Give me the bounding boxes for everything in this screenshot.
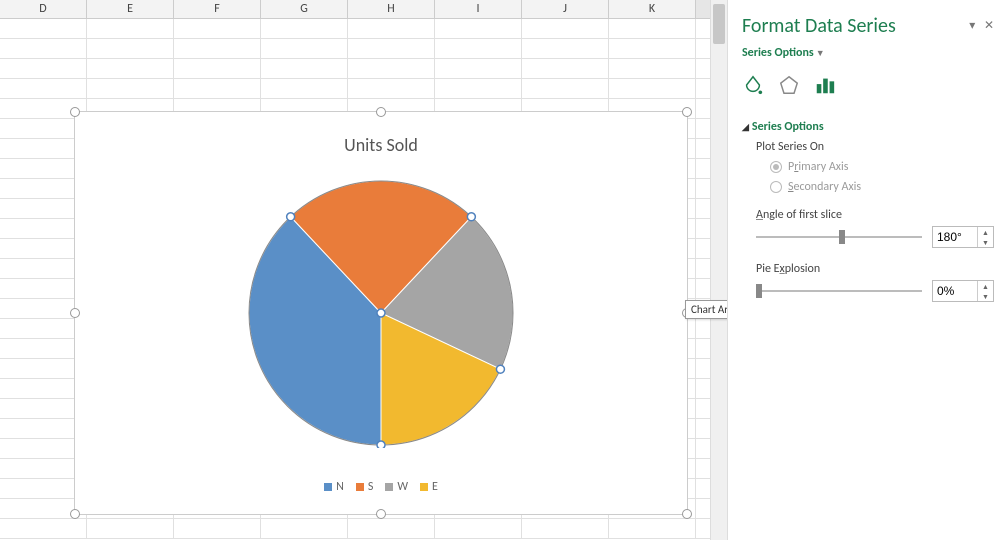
plot-series-on-label: Plot Series On: [756, 140, 994, 154]
series-options-section-header[interactable]: ◢Series Options: [742, 120, 994, 134]
chart-legend[interactable]: NSWE: [75, 480, 687, 494]
explosion-step-up[interactable]: ▲: [978, 281, 993, 291]
legend-swatch: [356, 483, 364, 491]
legend-label: S: [368, 480, 374, 494]
legend-item[interactable]: N: [324, 480, 344, 494]
series-options-dropdown[interactable]: Series Options▼: [742, 46, 994, 60]
column-header[interactable]: E: [87, 0, 174, 18]
column-header[interactable]: H: [348, 0, 435, 18]
column-header-row: DEFGHIJK: [0, 0, 710, 19]
explosion-step-down[interactable]: ▼: [978, 291, 993, 301]
secondary-axis-radio: Secondary Axis: [770, 180, 994, 194]
effects-icon[interactable]: [778, 74, 800, 100]
column-header[interactable]: F: [174, 0, 261, 18]
column-header[interactable]: I: [435, 0, 522, 18]
series-options-icon[interactable]: [814, 74, 836, 100]
legend-item[interactable]: E: [420, 480, 438, 494]
chart-area[interactable]: Units Sold N S W E: [74, 111, 688, 515]
format-data-series-panel: Format Data Series ▾ ✕ Series Options▼ ◢…: [727, 0, 1008, 540]
explosion-value-field[interactable]: [933, 281, 977, 301]
legend-label: N: [336, 480, 344, 494]
pie-chart[interactable]: [246, 178, 516, 448]
legend-swatch: [385, 483, 393, 491]
fill-line-icon[interactable]: [742, 74, 764, 100]
legend-swatch: [420, 483, 428, 491]
column-header[interactable]: J: [522, 0, 609, 18]
column-header[interactable]: G: [261, 0, 348, 18]
legend-label: W: [397, 480, 408, 494]
pie-explosion-input[interactable]: ▲▼: [932, 280, 994, 302]
panel-title: Format Data Series: [742, 14, 994, 38]
angle-first-slice-label: Angle of first slice: [756, 208, 994, 222]
panel-options-icon[interactable]: ▾: [969, 19, 975, 33]
pie-explosion-slider[interactable]: [756, 284, 922, 298]
spreadsheet-area: DEFGHIJK Units Sold NSWE: [0, 0, 710, 540]
angle-first-slice-input[interactable]: ▲▼: [932, 226, 994, 248]
column-header[interactable]: D: [0, 0, 87, 18]
legend-label: E: [432, 480, 438, 494]
angle-step-down[interactable]: ▼: [978, 237, 993, 247]
column-header[interactable]: K: [609, 0, 696, 18]
legend-item[interactable]: S: [356, 480, 374, 494]
pie-explosion-label: Pie Explosion: [756, 262, 994, 276]
primary-axis-radio: Primary Axis: [770, 160, 994, 174]
angle-first-slice-slider[interactable]: [756, 230, 922, 244]
legend-item[interactable]: W: [385, 480, 408, 494]
angle-value-field[interactable]: [933, 227, 977, 247]
angle-step-up[interactable]: ▲: [978, 227, 993, 237]
vertical-scrollbar[interactable]: [710, 0, 727, 540]
scroll-thumb[interactable]: [713, 4, 725, 44]
panel-close-icon[interactable]: ✕: [984, 19, 994, 33]
chart-title[interactable]: Units Sold: [75, 134, 687, 156]
legend-swatch: [324, 483, 332, 491]
